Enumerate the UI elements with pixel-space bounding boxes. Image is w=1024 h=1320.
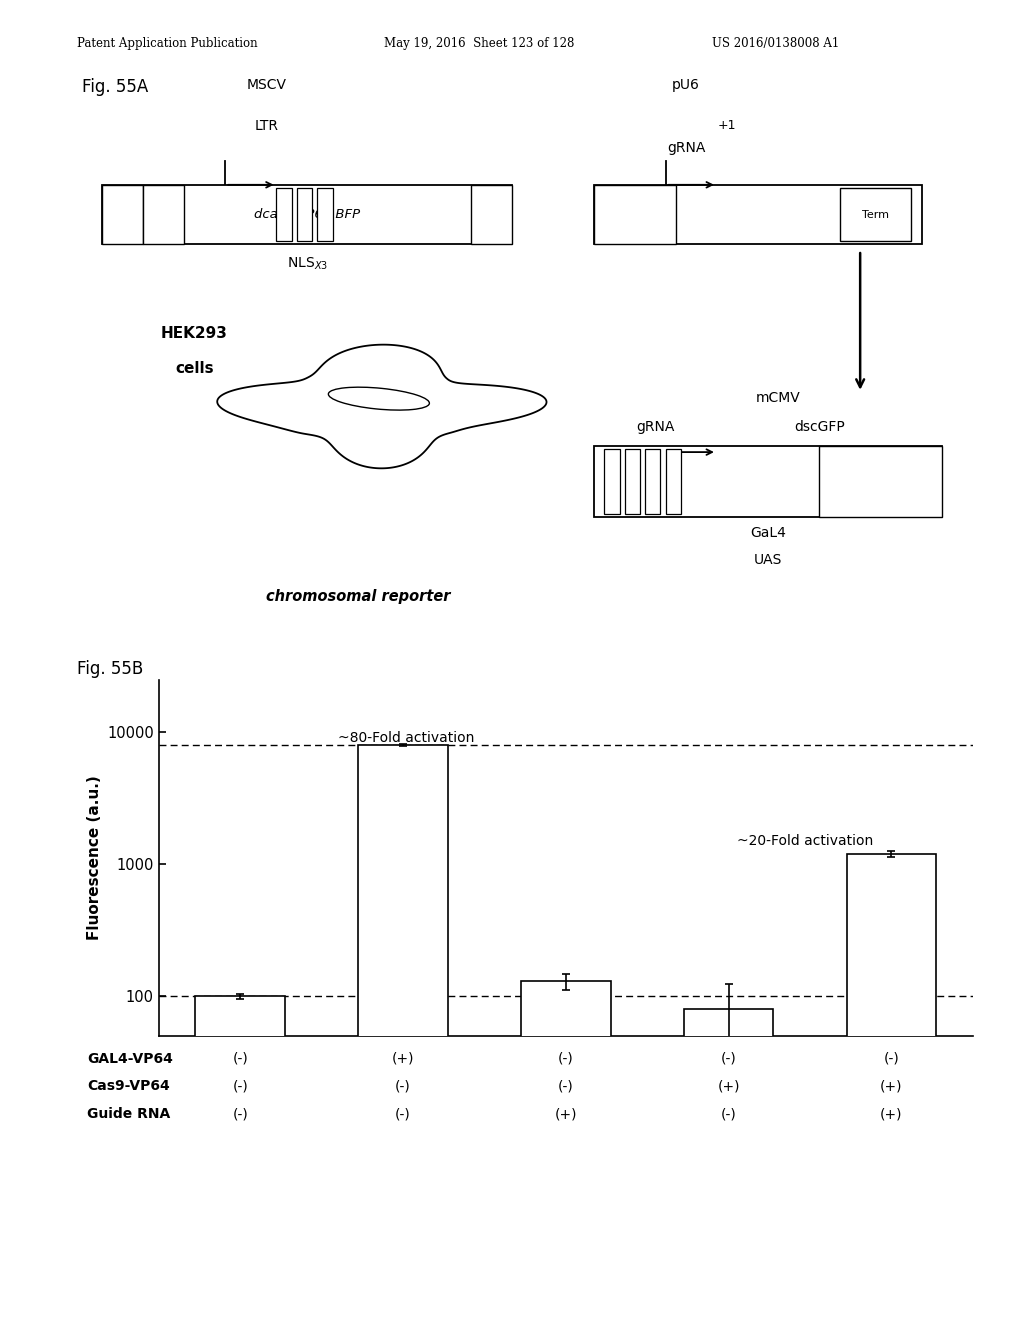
Polygon shape <box>217 345 547 469</box>
Text: (-): (-) <box>721 1052 736 1065</box>
Text: (-): (-) <box>232 1052 248 1065</box>
Text: NLS$_{X3}$: NLS$_{X3}$ <box>287 256 328 272</box>
Text: (-): (-) <box>558 1052 573 1065</box>
Bar <box>102 185 143 244</box>
Text: ~80-Fold activation: ~80-Fold activation <box>338 731 474 746</box>
Text: gRNA: gRNA <box>667 141 706 154</box>
Text: UAS: UAS <box>754 553 782 568</box>
Bar <box>847 854 936 1320</box>
Bar <box>471 185 512 244</box>
Text: (+): (+) <box>881 1080 902 1093</box>
Text: (-): (-) <box>721 1107 736 1121</box>
Bar <box>102 185 512 244</box>
Text: May 19, 2016  Sheet 123 of 128: May 19, 2016 Sheet 123 of 128 <box>384 37 574 50</box>
Text: +1: +1 <box>718 120 736 132</box>
Text: (-): (-) <box>395 1080 411 1093</box>
Text: Patent Application Publication: Patent Application Publication <box>77 37 257 50</box>
Y-axis label: Fluorescence (a.u.): Fluorescence (a.u.) <box>87 776 101 940</box>
Bar <box>594 185 676 244</box>
Bar <box>594 446 942 517</box>
Bar <box>358 746 447 1320</box>
Text: Term: Term <box>862 210 889 219</box>
Text: (+): (+) <box>392 1052 414 1065</box>
Text: chromosomal reporter: chromosomal reporter <box>266 589 451 603</box>
Text: pU6: pU6 <box>672 78 700 92</box>
Bar <box>297 187 312 242</box>
Text: dscGFP: dscGFP <box>794 420 845 434</box>
Bar <box>594 185 922 244</box>
Bar <box>645 449 660 515</box>
Text: Fig. 55B: Fig. 55B <box>77 660 143 678</box>
Bar <box>196 997 285 1320</box>
Bar <box>819 446 942 517</box>
Bar <box>604 449 620 515</box>
Text: Cas9-VP64: Cas9-VP64 <box>87 1080 170 1093</box>
Bar <box>840 187 911 242</box>
Ellipse shape <box>329 387 429 411</box>
Bar <box>143 185 184 244</box>
Text: MSCV: MSCV <box>246 78 287 92</box>
Text: (-): (-) <box>395 1107 411 1121</box>
Bar <box>684 1010 773 1320</box>
Text: cells: cells <box>175 362 214 376</box>
Text: ~20-Fold activation: ~20-Fold activation <box>736 834 873 849</box>
Text: (-): (-) <box>884 1052 899 1065</box>
Text: GAL4-VP64: GAL4-VP64 <box>87 1052 173 1065</box>
Text: (-): (-) <box>232 1107 248 1121</box>
Text: gRNA: gRNA <box>636 420 675 434</box>
Text: (-): (-) <box>232 1080 248 1093</box>
Text: (+): (+) <box>555 1107 577 1121</box>
Text: (+): (+) <box>718 1080 739 1093</box>
Text: GaL4: GaL4 <box>750 527 786 540</box>
Text: (+): (+) <box>881 1107 902 1121</box>
Bar <box>666 449 681 515</box>
Bar <box>276 187 292 242</box>
Bar <box>521 981 610 1320</box>
Text: LTR: LTR <box>254 120 279 133</box>
Text: (-): (-) <box>558 1080 573 1093</box>
Text: US 2016/0138008 A1: US 2016/0138008 A1 <box>712 37 839 50</box>
Text: Guide RNA: Guide RNA <box>87 1107 170 1121</box>
Text: HEK293: HEK293 <box>161 326 228 341</box>
Text: dcas9 VP64 BFP: dcas9 VP64 BFP <box>254 209 360 220</box>
Text: Fig. 55A: Fig. 55A <box>82 78 148 96</box>
Bar <box>317 187 333 242</box>
Bar <box>625 449 640 515</box>
Text: mCMV: mCMV <box>756 391 801 404</box>
